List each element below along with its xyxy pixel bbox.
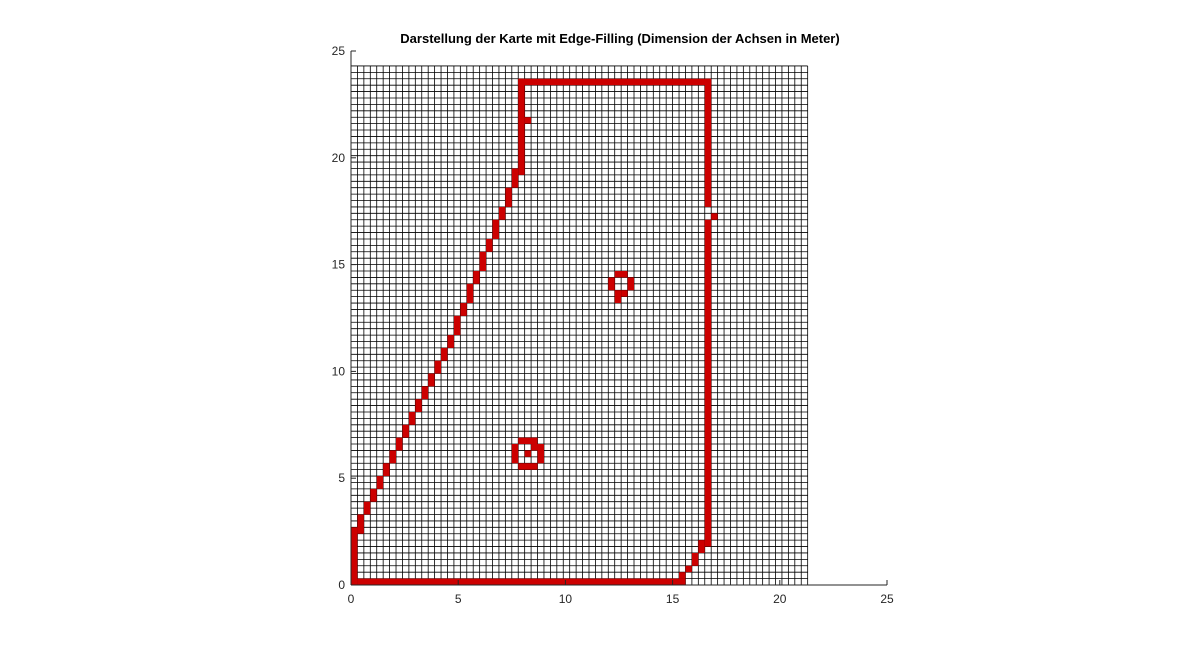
x-tick-label: 20 <box>773 592 787 606</box>
occupied-cell <box>492 219 499 239</box>
occupied-cell <box>357 514 364 534</box>
occupied-cell <box>531 444 538 451</box>
occupied-cell <box>711 213 718 220</box>
occupied-cell <box>518 78 525 175</box>
occupied-cell <box>428 373 435 387</box>
y-tick-label: 5 <box>338 471 345 485</box>
x-tick-label: 10 <box>559 592 573 606</box>
occupied-cell <box>614 290 622 304</box>
cells <box>351 78 718 585</box>
occupied-cell <box>447 335 454 348</box>
occupied-cell <box>389 450 397 464</box>
occupied-cell <box>486 238 493 252</box>
occupied-cell <box>408 411 416 425</box>
y-tick-label: 0 <box>338 578 345 592</box>
occupied-cell <box>511 168 519 188</box>
occupied-cell <box>363 501 371 515</box>
occupied-cell <box>370 488 377 502</box>
x-tick-label: 25 <box>880 592 894 606</box>
occupied-cell <box>473 271 480 284</box>
occupied-cell <box>453 315 461 336</box>
occupied-cell <box>383 463 390 477</box>
occupied-cell <box>679 572 686 579</box>
occupied-cell <box>376 476 384 489</box>
occupied-cell <box>441 347 448 361</box>
occupied-cell <box>698 540 705 553</box>
occupied-cell <box>396 437 403 451</box>
occupied-cell <box>627 277 635 291</box>
y-tick-label: 10 <box>332 364 346 378</box>
y-tick-label: 15 <box>332 258 346 272</box>
occupied-cell <box>466 283 474 304</box>
occupied-cell <box>518 437 538 445</box>
occupied-cell <box>511 444 519 464</box>
x-tick-label: 5 <box>455 592 462 606</box>
occupied-cell <box>498 206 506 220</box>
occupied-cell <box>704 78 712 207</box>
axes: 0 5 10 15 20 25 0 5 10 15 20 25 <box>332 44 894 606</box>
occupied-cell <box>614 271 628 278</box>
y-tick-label: 25 <box>332 44 346 58</box>
occupied-cell <box>691 552 699 566</box>
occupied-cell <box>421 386 429 400</box>
grid <box>350 65 809 586</box>
occupied-cell <box>621 290 628 297</box>
occupied-cell <box>460 303 467 316</box>
occupied-cell <box>434 360 442 374</box>
occupied-cell <box>524 450 532 457</box>
x-tick-label: 0 <box>348 592 355 606</box>
y-tick-label: 20 <box>332 151 346 165</box>
occupied-cell <box>505 187 512 207</box>
occupied-cell <box>357 578 686 585</box>
occupied-cell <box>479 251 487 272</box>
occupied-cell <box>704 219 712 547</box>
occupied-cell <box>685 565 692 573</box>
occupied-cell <box>351 527 358 585</box>
x-tick-label: 15 <box>666 592 680 606</box>
occupied-cell <box>537 444 544 464</box>
occupied-cell <box>608 277 615 291</box>
occupied-cell <box>415 399 422 412</box>
occupied-cell <box>524 117 532 124</box>
occupied-cell <box>518 78 712 86</box>
chart-title: Darstellung der Karte mit Edge-Filling (… <box>400 31 839 46</box>
occupied-cell <box>402 424 409 438</box>
occupied-cell <box>518 463 538 470</box>
